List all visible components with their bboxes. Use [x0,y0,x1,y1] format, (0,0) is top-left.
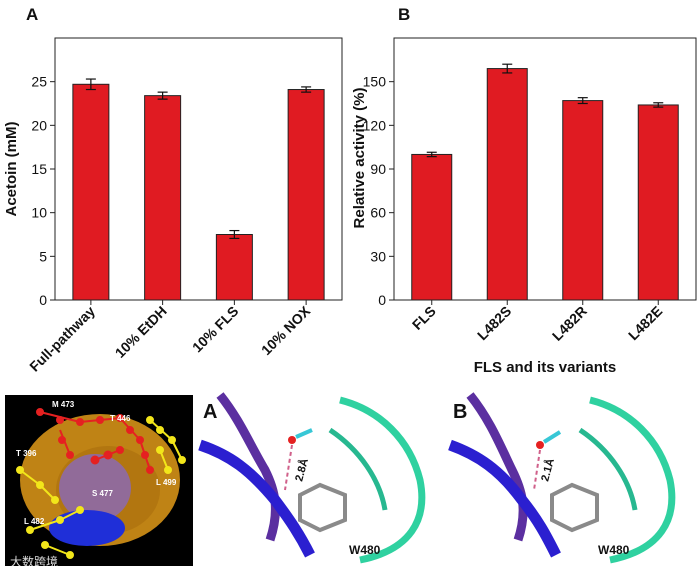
structure-panel-a: A 2.8Å W480 [197,392,445,566]
residue-label-l499: L 499 [156,478,177,487]
residue-label-s477: S 477 [92,489,113,498]
distance-line-a [284,444,293,491]
y-tick-label: 120 [363,117,387,133]
bar-l482r [562,100,604,301]
category-label: L482S [474,303,514,343]
bar-l482s [486,68,528,301]
y-axis-title-a: Acetoin (mM) [3,122,20,217]
helix-blue-b [448,439,561,558]
loop-green-b [578,427,638,511]
category-label: 10% FLS [189,303,242,356]
bar-10-fls [215,234,253,301]
y-ticks-a: 0 5 10 15 20 25 [31,74,55,308]
loop-green-a [328,427,388,511]
y-tick-label: 25 [31,74,47,90]
category-label: FLS [409,303,439,333]
helix-blue-a [198,439,315,558]
residue-label-t396: T 396 [16,449,37,458]
bar-full-pathway [72,83,110,301]
category-labels-a: Full-pathway 10% EtDH 10% FLS 10% NOX [26,300,314,375]
residue-label-t446: T 446 [110,414,131,423]
bar-fls [411,153,453,301]
residue-label-w480-b: W480 [598,543,630,557]
y-tick-label: 90 [370,161,386,177]
y-tick-label: 10 [31,205,47,221]
chart-a: A 0 5 10 15 20 25 Full-pathway 10% EtDH 10% FLS… [3,5,343,375]
bars-a [72,78,325,301]
helix-green-b [589,396,676,564]
bar-l482e [637,104,679,301]
pocket-violet-region [59,454,131,522]
bars-b [411,63,679,301]
binding-pocket-image: M 473 T 446 T 396 S 477 L 499 L 482 大数跨境 [5,395,193,569]
red-residues [36,408,154,474]
oxygen-atom-b [536,441,544,449]
panel-label-a: A [26,5,38,24]
distance-label-b: 2.1Å [538,457,557,483]
y-axis-title-b: Relative activity (%) [351,88,368,229]
helix-purple-a [216,392,280,542]
helix-green-a [339,396,426,564]
bar-10-nox [287,89,325,301]
y-tick-label: 30 [370,248,386,264]
y-tick-label: 0 [378,292,386,308]
structure-label-a: A [203,401,217,423]
watermark: 大数跨境 [10,554,58,569]
oxygen-atom-a [288,436,296,444]
tryptophan-ring-b [550,482,599,533]
bar-10-etdh [144,95,182,301]
category-labels-b: FLS L482S L482R L482E [409,300,665,344]
ligand-stick-a [295,428,313,439]
pocket-blue-region [49,510,125,546]
residue-label-w480-a: W480 [349,543,381,557]
y-tick-label: 20 [31,117,47,133]
category-label: 10% NOX [258,302,314,358]
y-tick-label: 15 [31,161,47,177]
structure-panel-b: B 2.1Å W480 [447,392,697,566]
x-axis-title-b: FLS and its variants [474,359,617,376]
tryptophan-ring-a [298,482,347,533]
helix-purple-b [466,392,528,542]
ligand-stick-b [542,430,562,444]
y-tick-label: 0 [39,292,47,308]
y-tick-label: 150 [363,74,387,90]
y-ticks-b: 0 30 60 90 120 150 [363,74,394,308]
panel-label-b: B [398,5,410,24]
residue-label-m473: M 473 [52,400,75,409]
distance-label-a: 2.8Å [292,457,311,483]
category-label: L482R [549,303,590,344]
residue-label-l482: L 482 [24,517,45,526]
category-label: L482E [625,303,665,343]
y-tick-label: 60 [370,205,386,221]
chart-b: B 0 30 60 90 120 150 FLS L482S L482R L482E Relat… [351,5,697,376]
category-label: 10% EtDH [112,303,170,361]
y-tick-label: 5 [39,248,47,264]
structure-label-b: B [453,401,467,423]
yellow-residues [16,416,186,559]
category-label: Full-pathway [26,303,98,375]
